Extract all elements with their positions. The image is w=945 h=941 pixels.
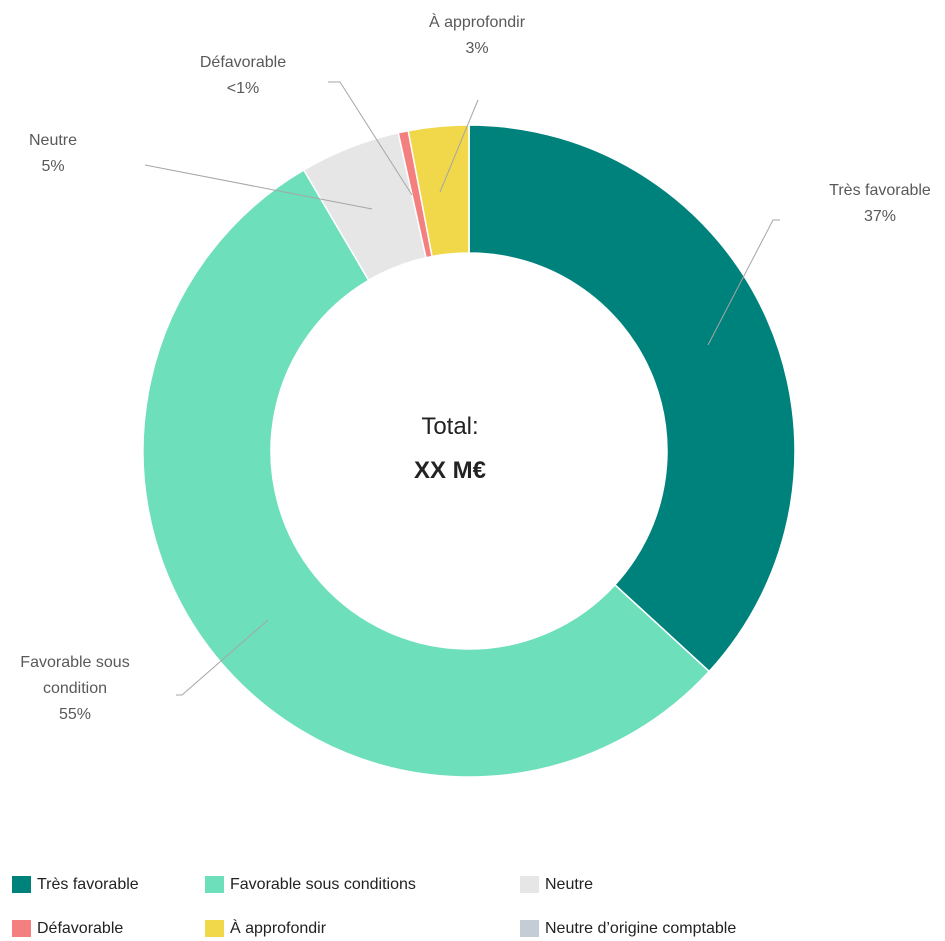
legend-label: Défavorable xyxy=(37,920,124,937)
legend-label: Neutre d’origine comptable xyxy=(545,920,737,937)
legend-swatch xyxy=(520,920,539,937)
slice xyxy=(142,168,711,778)
center-amount: XX M€ xyxy=(414,457,486,484)
leader-line xyxy=(144,164,373,210)
value-label: 55% xyxy=(58,706,92,723)
slice-label: À approfondir xyxy=(428,14,526,31)
slice-label: Neutre xyxy=(28,132,78,149)
legend-label: Neutre xyxy=(545,876,594,893)
slice-label: Défavorable xyxy=(199,54,287,71)
center-total: Total: xyxy=(421,413,478,440)
legend-label: À approfondir xyxy=(230,920,327,937)
value-label: 5% xyxy=(41,158,65,175)
slice-label: Très favorable xyxy=(829,182,931,199)
legend-label: Favorable sous conditions xyxy=(230,876,416,893)
leader-line xyxy=(176,619,269,696)
value-label: <1% xyxy=(226,80,260,97)
slice-label-box: Défavorable <1% xyxy=(173,50,313,102)
slice-label-box: À approfondir 3% xyxy=(397,10,557,62)
slice-label-box: Neutre 5% xyxy=(0,128,113,180)
leader-line xyxy=(707,219,780,346)
legend-swatch xyxy=(205,876,224,893)
value-label: 37% xyxy=(863,208,897,225)
leader-line xyxy=(439,99,479,193)
value-label: 3% xyxy=(465,40,489,57)
legend-swatch xyxy=(205,920,224,937)
legend-label: Très favorable xyxy=(37,876,139,893)
slice-label: Favorable sous condition xyxy=(20,654,130,697)
slice-label-box: Très favorable 37% xyxy=(780,178,945,230)
legend-swatch xyxy=(520,876,539,893)
slice-label-box: Favorable sous condition 55% xyxy=(10,650,140,728)
legend-swatch xyxy=(12,876,31,893)
slice xyxy=(468,124,796,673)
leader-line xyxy=(328,81,413,196)
legend-swatch xyxy=(12,920,31,937)
